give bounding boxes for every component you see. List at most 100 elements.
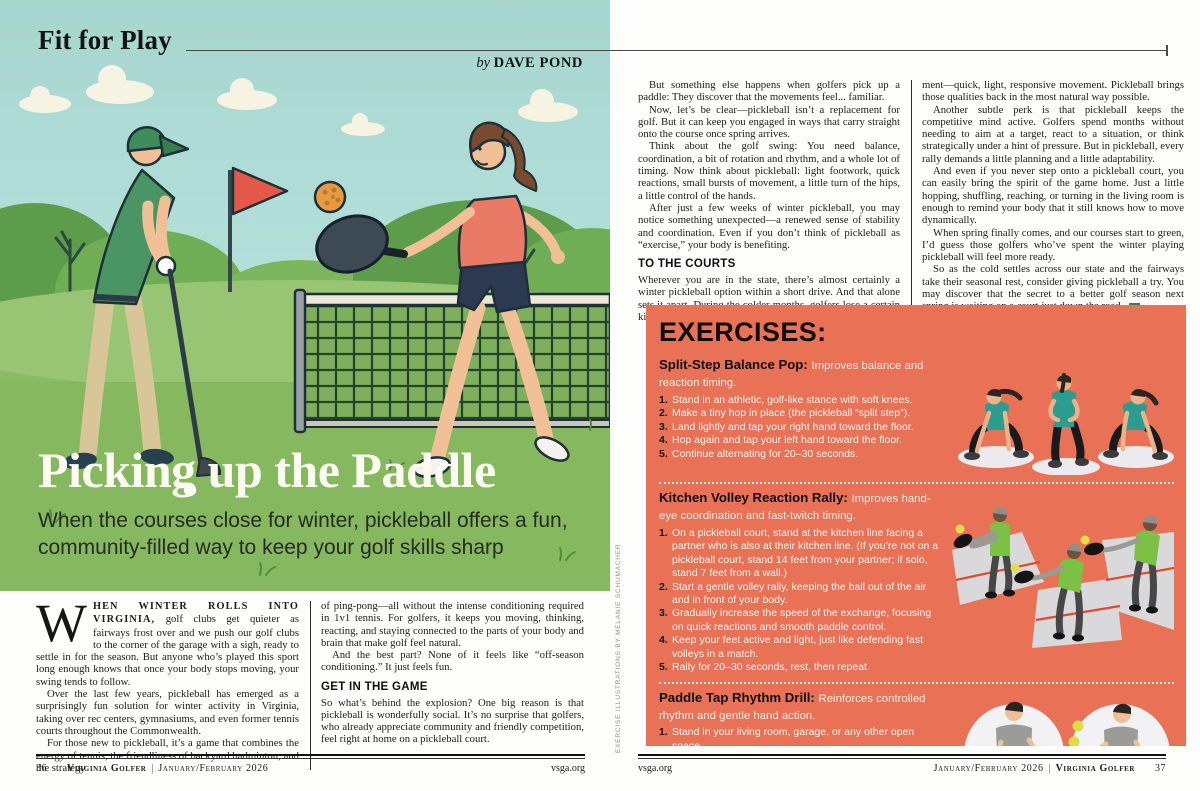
byline: by DAVE POND <box>260 55 583 72</box>
exercise-step: 5. Continue alternating for 20–30 seconds… <box>659 448 948 461</box>
exercise-benefit: Improves balance and reaction timing. <box>659 360 924 389</box>
step-text: Keep your feet active and light, just li… <box>672 634 923 660</box>
magazine-name: Virginia Golfer <box>67 762 147 774</box>
step-number: 3. <box>659 420 668 433</box>
step-text: Hop again and tap your left hand toward … <box>672 434 902 447</box>
paragraph-text: golf clubs get quieter as fairways frost… <box>36 613 299 688</box>
step-text: On a pickleball court, stand at the kitc… <box>672 526 939 580</box>
right-page-article: But something else happens when golfers … <box>638 79 1184 323</box>
step-number: 2. <box>659 580 668 593</box>
dotted-separator <box>659 482 1174 484</box>
mats <box>958 446 1174 475</box>
paragraph: But something else happens when golfers … <box>638 79 900 104</box>
footer-rule <box>36 757 585 759</box>
paragraph: of ping-pong—all without the intense con… <box>321 600 584 649</box>
headline-block: Picking up the Paddle When the courses c… <box>38 444 598 562</box>
article-column: But something else happens when golfers … <box>638 79 900 323</box>
exercises-panel: EXERCISES: Split-Step Balance Pop: Impro… <box>646 305 1186 746</box>
page-number: 37 <box>1155 762 1166 774</box>
exercise-text: Paddle Tap Rhythm Drill: Reinforces cont… <box>659 690 956 746</box>
kitchen-volley-illustration <box>952 506 1174 648</box>
dotted-separator <box>659 681 1174 684</box>
paragraph: When spring finally comes, and our cours… <box>922 226 1184 264</box>
paragraph: ment—quick, light, responsive movement. … <box>922 79 1184 104</box>
article-column: W HEN WINTER ROLLS INTO VIRGINIA, golf c… <box>36 593 299 774</box>
section-title: Fit for Play <box>38 25 172 55</box>
exercise-heading: Split-Step Balance Pop: Improves balance… <box>659 357 948 391</box>
step-text: Rally for 20–30 seconds, rest, then repe… <box>672 661 870 674</box>
magazine-name: Virginia Golfer <box>1055 762 1135 774</box>
article-column: of ping-pong—all without the intense con… <box>321 600 584 774</box>
exercise-step: 1. Stand in your living room, garage, or … <box>659 726 948 746</box>
exercise-heading: Paddle Tap Rhythm Drill: Reinforces cont… <box>659 690 948 724</box>
paragraph: So what’s behind the explosion? One big … <box>321 696 584 746</box>
pickleball <box>313 180 347 214</box>
paragraph: Another subtle perk is that pickleball k… <box>922 103 1184 165</box>
step-number: 2. <box>659 407 668 420</box>
step-number: 4. <box>659 434 668 447</box>
exercise-step: 4. Keep your feet active and light, just … <box>659 634 944 661</box>
lead-in-text: HEN WINTER ROLLS INTO VIRGINIA, <box>92 601 299 626</box>
paragraph: Now, let’s be clear—pickleball isn’t a r… <box>638 103 900 141</box>
step-number: 1. <box>659 726 668 739</box>
exercise-name: Kitchen Volley Reaction Rally: <box>659 490 848 505</box>
subsection-heading: TO THE COURTS <box>638 258 736 271</box>
exercise-step: 3. Gradually increase the speed of the ex… <box>659 607 944 634</box>
step-text: Make a tiny hop in place (the pickleball… <box>672 407 911 420</box>
paragraph: Over the last few years, pickleball has … <box>36 688 299 737</box>
left-page-article: W HEN WINTER ROLLS INTO VIRGINIA, golf c… <box>36 593 585 774</box>
paragraph: W HEN WINTER ROLLS INTO VIRGINIA, golf c… <box>36 593 299 688</box>
main-illustration <box>0 0 610 591</box>
step-number: 4. <box>659 634 668 647</box>
page-title: Picking up the Paddle <box>38 442 496 498</box>
header-rule <box>186 45 1168 56</box>
step-text: Land lightly and tap your right hand tow… <box>672 420 914 433</box>
step-number: 3. <box>659 607 668 620</box>
exercise-text: Split-Step Balance Pop: Improves balance… <box>659 357 956 461</box>
exercise-block: Paddle Tap Rhythm Drill: Reinforces cont… <box>659 690 1174 746</box>
exercise-step: 4. Hop again and tap your left hand towar… <box>659 434 948 447</box>
golf-pickleball-scene-art <box>0 0 610 591</box>
paddle-tap-illustration <box>964 701 1170 746</box>
step-number: 1. <box>659 526 668 539</box>
grass-tufts <box>49 419 592 576</box>
split-step-illustration <box>958 373 1174 475</box>
paragraph: And even if you never step onto a pickle… <box>922 165 1184 227</box>
exercise-benefit: Improves hand-eye coordination and fast-… <box>659 493 931 522</box>
column-divider <box>911 80 912 320</box>
step-text: Stand in your living room, garage, or an… <box>672 726 915 746</box>
exercise-block: Kitchen Volley Reaction Rally: Improves … <box>659 490 1174 675</box>
exercises-title: EXERCISES: <box>659 317 827 347</box>
issue-date: January/February 2026 <box>933 762 1044 774</box>
step-number: 5. <box>659 661 668 674</box>
byline-prefix: by <box>476 55 491 71</box>
footer-rule <box>638 757 1166 759</box>
footer-separator: | <box>1048 762 1051 774</box>
exercise-step: 3. Land lightly and tap your right hand t… <box>659 421 948 434</box>
article-column: ment—quick, light, responsive movement. … <box>922 79 1184 323</box>
left-page-footer: 36 Virginia Golfer | January/February 20… <box>36 754 585 774</box>
page-subtitle: When the courses close for winter, pickl… <box>38 509 568 560</box>
website-url: vsga.org <box>551 762 585 774</box>
exercise-text: Kitchen Volley Reaction Rally: Improves … <box>659 490 952 675</box>
golfer-figure <box>63 125 222 498</box>
pickleball-player-figure <box>315 121 570 478</box>
exercise-heading: Kitchen Volley Reaction Rally: Improves … <box>659 490 944 524</box>
step-text: Start a gentle volley rally, keeping the… <box>672 580 927 606</box>
subsection-heading: GET IN THE GAME <box>321 680 428 693</box>
website-url: vsga.org <box>638 762 672 774</box>
paragraph: And the best part? None of it feels like… <box>321 649 584 674</box>
step-number: 1. <box>659 393 668 406</box>
step-text: Continue alternating for 20–30 seconds. <box>672 447 859 460</box>
drop-cap: W <box>36 593 87 653</box>
paragraph: After just a few weeks of winter pickleb… <box>638 201 900 251</box>
cloud-shapes <box>19 65 578 136</box>
footer-separator: | <box>151 762 154 774</box>
exercise-step: 2. Make a tiny hop in place (the pickleba… <box>659 407 948 420</box>
illustration-credit: EXERCISE ILLUSTRATIONS BY MELANIE SCHUMA… <box>615 543 622 753</box>
byline-name: DAVE POND <box>493 55 583 71</box>
issue-date: January/February 2026 <box>158 762 269 774</box>
exercise-benefit: Reinforces controlled rhythm and gentle … <box>659 692 926 722</box>
exercise-name: Split-Step Balance Pop: <box>659 357 808 372</box>
